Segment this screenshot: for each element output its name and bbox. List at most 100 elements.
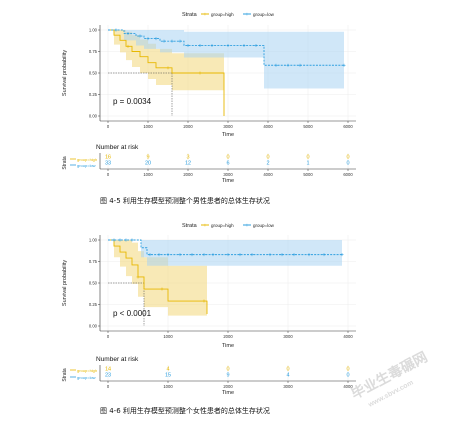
x-tick-label: 3000 — [223, 124, 233, 129]
risk-x-tick-label: 1000 — [143, 172, 153, 177]
risk2-row-labels: group=high group=low — [70, 368, 97, 380]
survival-curve-high — [108, 29, 225, 116]
risk-count-low: 9 — [226, 373, 229, 379]
risk-count-low: 23 — [105, 373, 111, 379]
x-tick-label: 6000 — [343, 124, 353, 129]
plot1-censor-marks — [114, 28, 346, 75]
x-tick-label: 0 — [107, 334, 110, 339]
y-tick-label: 0.50 — [89, 71, 98, 76]
plot2-median-lines — [108, 282, 145, 326]
risk-count-low: 0 — [346, 161, 349, 167]
legend1-low-mark: + — [246, 12, 249, 18]
x-tick-label: 3000 — [283, 334, 293, 339]
risk1-ylabel: Strata — [62, 156, 68, 170]
risk2-xlabel: Time — [222, 390, 234, 396]
figure2: Strata + group=high + group=low 0.00 0.25… — [62, 223, 356, 415]
plot1-axes: 0.00 0.25 0.50 0.75 1.00 0 1000 2000 3000 4000 500… — [89, 25, 356, 129]
plot2-censor-marks — [112, 238, 344, 303]
risk-x-tick-label: 0 — [107, 172, 110, 177]
legend2-high-label: group=high — [211, 223, 234, 228]
risk-count-low: 4 — [286, 373, 289, 379]
risk-x-tick-label: 6000 — [343, 172, 353, 177]
legend2-low-label: group=low — [253, 223, 275, 228]
plot2-xlabel: Time — [222, 343, 234, 349]
risk-count-high: 16 — [105, 155, 111, 161]
legend1-title: Strata — [182, 12, 198, 18]
survival-curve-high — [108, 239, 208, 314]
legend1-high-mark: + — [204, 12, 207, 18]
ci-band-high — [108, 240, 207, 325]
watermark: 毕业生毒碾网 www.sbvv.com — [348, 348, 430, 409]
y-tick-label: 0.50 — [89, 281, 98, 286]
risk-count-low: 2 — [266, 161, 269, 167]
legend2: Strata + group=high + group=low — [182, 223, 275, 229]
legend2-title: Strata — [182, 223, 198, 229]
risk-count-high: 3 — [186, 155, 189, 161]
risk-count-low: 6 — [226, 161, 229, 167]
risk-count-high: 14 — [105, 367, 111, 373]
x-tick-label: 2000 — [223, 334, 233, 339]
risk-x-tick-label: 0 — [107, 384, 110, 389]
risk2-title: Number at risk — [96, 356, 139, 363]
plot2-confidence-bands — [108, 240, 342, 325]
y-tick-label: 1.00 — [89, 28, 98, 33]
risk-x-tick-label: 3000 — [223, 172, 233, 177]
y-tick-label: 1.00 — [89, 238, 98, 243]
survival-curve-low — [108, 29, 344, 66]
risk-count-low: 33 — [105, 161, 111, 167]
risk-x-tick-label: 4000 — [343, 384, 353, 389]
risk-x-tick-label: 3000 — [283, 384, 293, 389]
risk1-xlabel: Time — [222, 178, 234, 184]
plot1-curves — [108, 29, 344, 116]
x-tick-label: 1000 — [143, 124, 153, 129]
risk1-low-label: group=low — [77, 163, 96, 168]
risk1-row-labels: group=high group=low — [70, 157, 97, 168]
x-tick-label: 5000 — [303, 124, 313, 129]
risk1-table: 1633092010003122000063000024000015000006… — [99, 153, 356, 177]
ci-band-low — [108, 30, 344, 89]
risk-count-high: 4 — [166, 367, 169, 373]
plot2-curves — [108, 239, 342, 314]
risk1-high-label: group=high — [77, 157, 97, 162]
risk-count-high: 0 — [226, 367, 229, 373]
risk-count-high: 0 — [306, 155, 309, 161]
risk-count-high: 9 — [146, 155, 149, 161]
figure1: Strata + group=high + group=low 0.00 0.25… — [62, 12, 356, 205]
plot1-median-lines — [108, 72, 173, 116]
plot1-pvalue: p = 0.0034 — [113, 97, 152, 106]
legend1-high-label: group=high — [211, 12, 234, 17]
risk-x-tick-label: 1000 — [163, 384, 173, 389]
risk-count-high: 0 — [346, 155, 349, 161]
y-tick-label: 0.00 — [89, 114, 98, 119]
risk-x-tick-label: 2000 — [223, 384, 233, 389]
risk2-ylabel: Strata — [62, 368, 68, 382]
risk-count-high: 0 — [266, 155, 269, 161]
risk-count-low: 1 — [306, 161, 309, 167]
plot1-ylabel: Survival probability — [62, 50, 68, 96]
risk1-title: Number at risk — [96, 144, 139, 151]
y-tick-label: 0.75 — [89, 259, 98, 264]
risk-x-tick-label: 2000 — [183, 172, 193, 177]
y-tick-label: 0.00 — [89, 324, 98, 329]
risk-count-high: 0 — [286, 367, 289, 373]
plot2-ylabel: Survival probability — [62, 260, 68, 306]
x-tick-label: 4000 — [263, 124, 273, 129]
risk-x-tick-label: 4000 — [263, 172, 273, 177]
y-tick-label: 0.75 — [89, 49, 98, 54]
plot2-pvalue: p < 0.0001 — [113, 309, 152, 318]
x-tick-label: 4000 — [343, 334, 353, 339]
legend2-high-mark: + — [204, 223, 207, 229]
risk-count-low: 15 — [165, 373, 171, 379]
x-tick-label: 2000 — [183, 124, 193, 129]
risk-x-tick-label: 5000 — [303, 172, 313, 177]
legend2-low-mark: + — [246, 223, 249, 229]
legend1: Strata + group=high + group=low — [182, 12, 275, 18]
risk-count-low: 0 — [346, 373, 349, 379]
risk-count-high: 0 — [346, 367, 349, 373]
figure2-caption: 图 4-6 利用生存模型预测整个女性患者的总体生存状况 — [100, 406, 270, 415]
x-tick-label: 1000 — [163, 334, 173, 339]
x-tick-label: 0 — [107, 124, 110, 129]
figure1-caption: 图 4-5 利用生存模型预测整个男性患者的总体生存状况 — [100, 196, 270, 205]
